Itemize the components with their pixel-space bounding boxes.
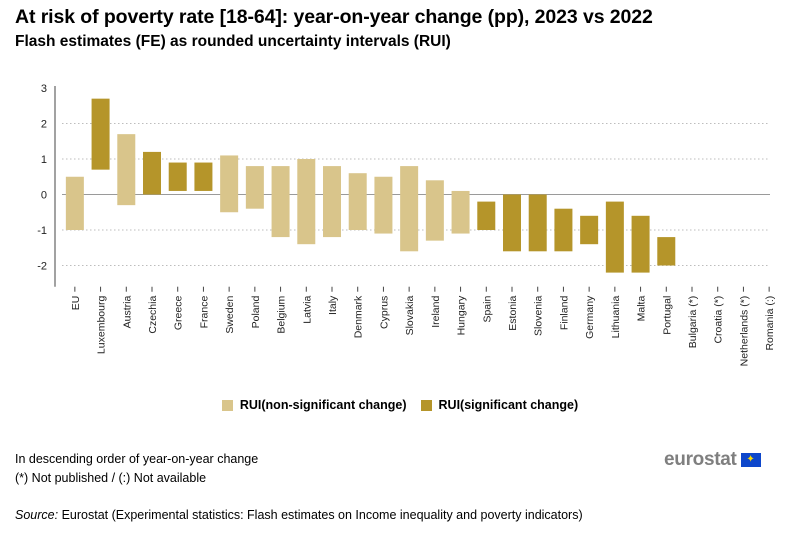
range-bar-eu [65, 176, 84, 230]
x-tick-label: Finland [558, 296, 570, 331]
range-bar-poland [245, 166, 264, 209]
range-bar-estonia [503, 194, 521, 252]
source-text: Eurostat (Experimental statistics: Flash… [58, 508, 583, 522]
legend-swatch-non-significant [221, 399, 233, 411]
range-bar-spain [477, 201, 496, 230]
range-bar-cyprus [374, 176, 393, 234]
x-tick-label: Ireland [430, 296, 442, 328]
range-bar-lithuania [605, 201, 624, 273]
x-tick-label: Slovakia [404, 296, 416, 336]
x-tick-label: Hungary [456, 295, 468, 335]
range-bar-ireland [425, 180, 444, 241]
range-bar-slovakia [400, 166, 419, 252]
legend-swatch-significant [420, 399, 432, 411]
x-tick-label: Czechia [147, 296, 159, 334]
x-tick-label: Spain [481, 296, 493, 323]
x-tick-label: Netherlands (*) [738, 296, 750, 367]
range-bar-slovenia [528, 194, 547, 252]
range-bar-belgium [271, 166, 290, 238]
x-tick-label: Cyprus [378, 296, 390, 329]
chart-legend: RUI(non-significant change) RUI(signific… [0, 398, 800, 412]
x-tick-label: France [198, 296, 210, 329]
chart-subtitle: Flash estimates (FE) as rounded uncertai… [15, 33, 451, 50]
legend-label-non-significant: RUI(non-significant change) [239, 398, 407, 412]
range-bar-luxembourg [91, 98, 110, 170]
source-note: Source: Eurostat (Experimental statistic… [15, 508, 583, 522]
x-tick-label: Latvia [301, 296, 313, 324]
x-tick-label: Sweden [224, 296, 236, 334]
y-tick-label: -1 [37, 225, 47, 237]
x-tick-label: Romania (:) [764, 296, 776, 351]
x-tick-label: EU [70, 296, 82, 311]
range-bar-hungary [451, 190, 470, 234]
symbols-note: (*) Not published / (:) Not available [15, 471, 207, 485]
legend-label-significant: RUI(significant change) [438, 398, 579, 412]
x-tick-label: Bulgaria (*) [687, 296, 699, 349]
range-bar-chart: 3 2 1 0 -1 -2 EU Luxembourg Austria Czechia Greece… [37, 83, 776, 367]
x-tick-label: Belgium [276, 295, 288, 333]
y-tick-label: 1 [41, 154, 47, 166]
x-tick-label: Portugal [661, 296, 673, 335]
eurostat-logo[interactable]: eurostat ✦ [664, 449, 761, 471]
x-tick-label: Croatia (*) [713, 296, 725, 344]
chart-title: At risk of poverty rate [18-64]: year-on… [15, 6, 653, 28]
range-bar-denmark [348, 173, 367, 230]
x-tick-label: Denmark [353, 295, 365, 338]
eurostat-wordmark: eurostat [664, 449, 737, 470]
range-bar-sweden [220, 155, 239, 213]
range-bar-finland [554, 208, 573, 252]
y-tick-label: 3 [41, 83, 47, 95]
x-tick-label: Estonia [507, 296, 519, 331]
x-tick-label: Germany [584, 295, 596, 339]
x-tick-label: Austria [121, 296, 133, 329]
y-tick-label: -2 [37, 261, 47, 273]
range-bar-czechia [143, 151, 161, 195]
x-tick-label: Greece [173, 296, 185, 331]
x-tick-label: Poland [250, 296, 262, 329]
range-bar-latvia [297, 159, 316, 245]
legend-item-non-significant[interactable]: RUI(non-significant change) [221, 398, 407, 412]
x-tick-label: Slovenia [533, 296, 545, 336]
x-tick-label: Lithuania [610, 296, 622, 339]
range-bar-germany [580, 215, 599, 245]
range-bar-greece [168, 162, 187, 191]
range-bar-austria [117, 134, 136, 206]
y-tick-label: 2 [41, 119, 47, 131]
order-note: In descending order of year-on-year chan… [15, 452, 259, 466]
legend-item-significant[interactable]: RUI(significant change) [420, 398, 579, 412]
y-tick-label: 0 [41, 190, 47, 202]
range-bar-portugal [657, 237, 676, 266]
range-bar-france [194, 162, 213, 191]
x-tick-label: Malta [636, 296, 648, 322]
eu-flag-icon: ✦ [740, 453, 761, 467]
range-bar-italy [323, 166, 341, 238]
x-tick-label: Luxembourg [96, 296, 108, 355]
range-bar-malta [631, 215, 650, 273]
x-tick-label: Italy [327, 295, 339, 315]
source-label: Source: [15, 508, 59, 522]
